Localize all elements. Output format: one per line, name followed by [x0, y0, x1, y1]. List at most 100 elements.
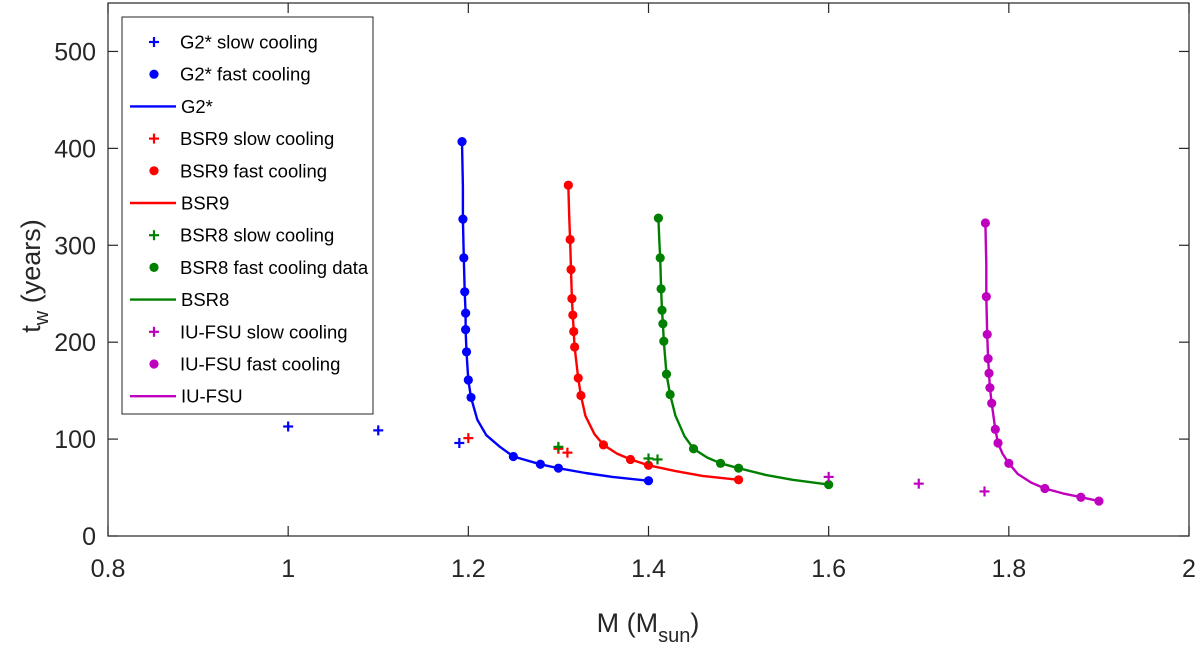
- bsr8-slow-cooling-point: [553, 441, 564, 452]
- iu-fsu-slow-cooling-point: [823, 471, 834, 482]
- legend: G2* slow cooling G2* fast cooling G2* BSR9 …: [121, 16, 374, 415]
- y-axis-label-units: (years): [16, 219, 46, 311]
- g2-star-fast-cooling-point: [459, 253, 469, 263]
- g2-star-fast-cooling-point: [463, 375, 473, 385]
- series-g2-star: [283, 136, 654, 486]
- legend-item-iu-fsu: IU-FSU: [130, 386, 243, 407]
- bsr8-fast-cooling-point: [665, 389, 675, 400]
- iu-fsu-fast-cooling-point: [993, 438, 1003, 448]
- iu-fsu-fast-cooling-point: [1076, 492, 1086, 502]
- legend-item-bsr9: BSR9: [130, 193, 229, 214]
- legend-dot-marker: [149, 359, 159, 369]
- g2-star-fast-cooling-point: [461, 324, 471, 335]
- legend-item-g2-star-fast-cooling: G2* fast cooling: [149, 64, 311, 85]
- bsr9-fast-cooling-point: [566, 264, 576, 275]
- legend-label: IU-FSU slow cooling: [180, 321, 348, 342]
- g2-star-fast-cooling-point: [553, 463, 564, 473]
- bsr8-fast-cooling-point: [656, 284, 666, 294]
- legend-item-bsr9-slow-cooling: BSR9 slow cooling: [149, 128, 334, 149]
- y-tick-label: 100: [54, 426, 96, 454]
- legend-label: BSR8 slow cooling: [180, 225, 334, 246]
- g2-star-fast-cooling-point: [466, 392, 476, 403]
- y-tick-label: 200: [54, 329, 96, 357]
- legend-dot-marker: [149, 69, 159, 79]
- legend-item-bsr8-fast-cooling-data: BSR8 fast cooling data: [149, 257, 369, 278]
- bsr8-fast-cooling-point: [657, 305, 667, 315]
- x-tick-label: 1.6: [811, 555, 846, 583]
- bsr8-slow-cooling-point: [643, 453, 654, 464]
- g2-star-slow-cooling-point: [373, 425, 384, 436]
- bsr8-fast-cooling-point: [688, 444, 699, 454]
- legend-dot-marker: [149, 262, 159, 272]
- y-tick-label: 500: [54, 38, 96, 66]
- x-tick-label: 1.4: [631, 555, 666, 583]
- legend-item-bsr8-slow-cooling: BSR8 slow cooling: [149, 225, 334, 246]
- iu-fsu-fast-cooling-point: [982, 329, 992, 340]
- bsr8-fast-cooling-point: [661, 369, 672, 379]
- legend-box: [121, 16, 374, 415]
- g2-star-fast-cooling-point: [461, 347, 472, 357]
- legend-label: BSR9 slow cooling: [180, 128, 334, 149]
- legend-item-bsr9-fast-cooling: BSR9 fast cooling: [149, 160, 327, 181]
- bsr9-fast-cooling-point: [568, 310, 578, 320]
- g2-star-fast-cooling-point: [508, 451, 518, 462]
- x-axis-label: M (M: [597, 608, 658, 638]
- bsr9-fast-cooling-point: [573, 373, 583, 383]
- bsr9-fast-cooling-point: [598, 440, 609, 450]
- legend-label: IU-FSU: [181, 386, 243, 407]
- bsr8-fast-cooling-point: [653, 213, 664, 223]
- series-bsr8: [553, 213, 834, 490]
- bsr8-fast-cooling-point: [824, 480, 834, 490]
- bsr9-fast-cooling-point: [576, 390, 586, 401]
- iu-fsu-fast-cooling-point: [984, 368, 994, 378]
- x-tick-label: 1.2: [451, 555, 486, 583]
- legend-item-g2-star: G2*: [130, 96, 213, 117]
- x-axis-label-close: ): [690, 608, 699, 638]
- iu-fsu-fast-cooling-point: [1094, 496, 1104, 506]
- g2-star-fast-cooling-point: [457, 136, 467, 147]
- g2-star-fast-cooling-point: [643, 476, 654, 486]
- y-axis-label: t: [16, 325, 46, 333]
- x-tick-label: 1.8: [991, 555, 1026, 583]
- x-axis-title: M (Msun): [597, 608, 700, 647]
- y-axis-label-subscript: w: [31, 310, 53, 326]
- legend-label: BSR8: [181, 289, 229, 310]
- bsr8-fast-cooling-point: [715, 458, 726, 468]
- legend-item-bsr8: BSR8: [130, 289, 229, 310]
- x-tick-label: 2: [1182, 555, 1196, 583]
- g2-star-fast-cooling-point: [460, 287, 470, 297]
- iu-fsu-fast-cooling-point: [980, 218, 991, 228]
- bsr9-slow-cooling-point: [463, 433, 474, 444]
- iu-fsu-fast-cooling-point: [983, 354, 993, 364]
- bsr9-fast-cooling-point: [569, 326, 579, 337]
- bsr9-fast-cooling-point: [570, 342, 580, 352]
- bsr8-fast-cooling-point: [658, 319, 668, 329]
- iu-fsu-fast-cooling-point: [987, 398, 997, 408]
- svg-text:tw (years): tw (years): [16, 219, 53, 332]
- g2-star-fast-cooling-point: [458, 214, 468, 224]
- legend-item-g2-star-slow-cooling: G2* slow cooling: [149, 32, 318, 53]
- iu-fsu-fast-cooling-point: [1040, 483, 1050, 494]
- legend-dot-marker: [149, 166, 159, 176]
- iu-fsu-slow-cooling-point: [979, 486, 990, 497]
- g2-star-slow-cooling-point: [454, 437, 465, 448]
- series-layer: [283, 136, 1104, 506]
- x-axis-label-subscript: sun: [658, 625, 690, 647]
- legend-label: G2* slow cooling: [180, 32, 318, 53]
- legend-item-iu-fsu-fast-cooling: IU-FSU fast cooling: [149, 354, 340, 375]
- bsr8-fast-cooling-point: [659, 336, 669, 346]
- legend-label: BSR9: [181, 193, 229, 214]
- g2-star-fast-cooling-point: [535, 459, 546, 469]
- y-tick-label: 400: [54, 135, 96, 163]
- bsr8-fast-cooling-point: [733, 463, 744, 473]
- x-tick-label: 0.8: [91, 555, 126, 583]
- iu-fsu-fast-cooling-point: [1004, 458, 1014, 468]
- legend-label: BSR8 fast cooling data: [180, 257, 369, 278]
- legend-plus-marker: [149, 37, 159, 47]
- bsr8-slow-cooling-point: [652, 454, 663, 465]
- legend-item-iu-fsu-slow-cooling: IU-FSU slow cooling: [149, 321, 348, 342]
- g2-star-fast-cooling-point: [461, 308, 471, 318]
- legend-label: BSR9 fast cooling: [180, 160, 327, 181]
- legend-plus-marker: [149, 230, 159, 241]
